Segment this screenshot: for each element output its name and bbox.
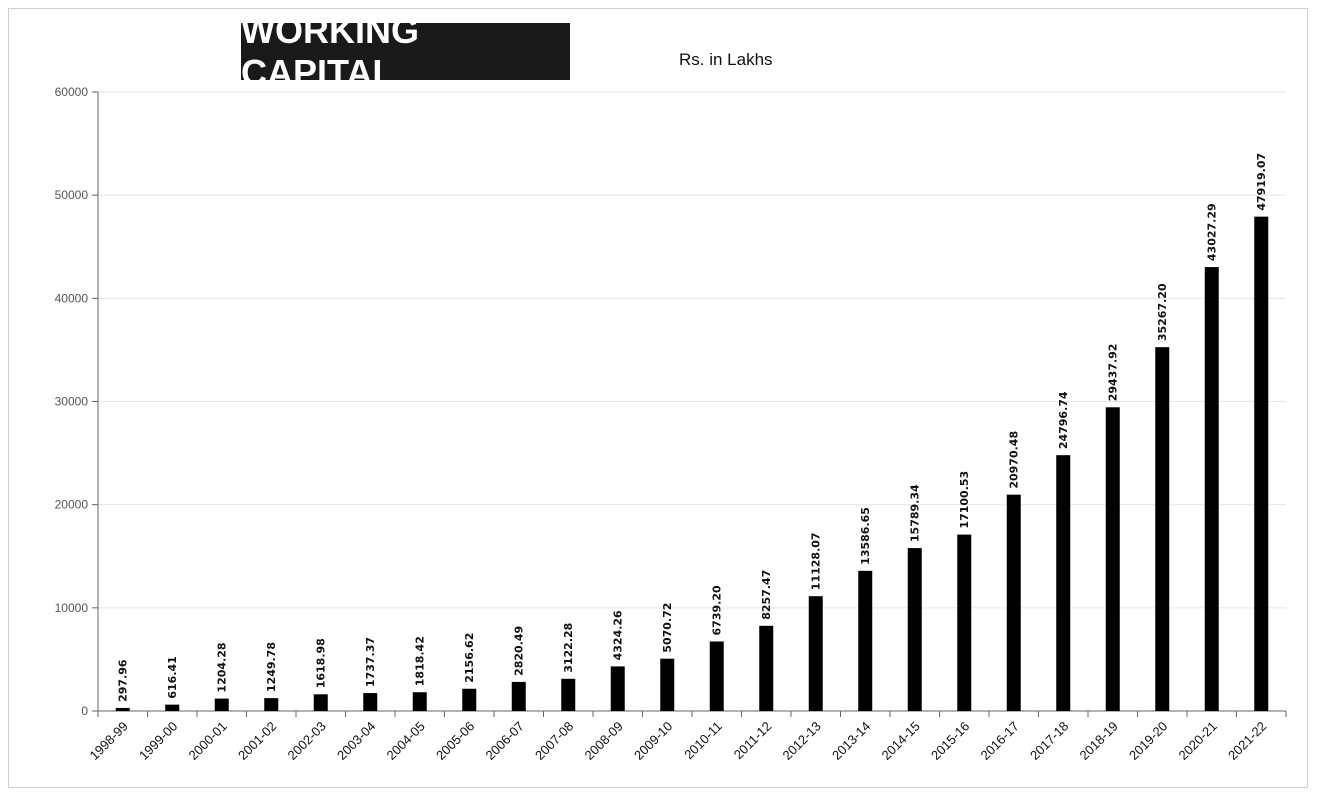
data-label: 47919.07: [1255, 153, 1268, 211]
data-label: 616.41: [166, 656, 179, 698]
bar: [907, 548, 922, 711]
bar: [511, 681, 526, 711]
x-tick-label: 2018-19: [1077, 719, 1121, 763]
x-tick-label: 2000-01: [186, 719, 230, 763]
bar: [1006, 494, 1021, 711]
x-tick-label: 2016-17: [978, 719, 1022, 763]
bar: [759, 625, 774, 711]
bar: [1155, 347, 1170, 711]
data-label: 2820.49: [513, 626, 526, 676]
bar: [1105, 407, 1120, 711]
bar: [363, 693, 378, 711]
data-label: 1204.28: [216, 642, 229, 692]
x-tick-label: 2006-07: [483, 719, 527, 763]
bar: [1254, 216, 1269, 711]
y-tick-label: 20000: [55, 498, 89, 512]
bar: [561, 678, 576, 711]
y-tick-label: 0: [81, 704, 88, 718]
chart-frame: [8, 8, 1308, 788]
data-label: 5070.72: [661, 603, 674, 653]
x-tick-label: 2017-18: [1027, 719, 1071, 763]
x-tick-label: 2015-16: [928, 719, 972, 763]
data-label: 3122.28: [562, 623, 575, 673]
data-label: 20970.48: [1008, 431, 1021, 489]
bar: [1056, 455, 1071, 711]
x-tick-label: 2010-11: [681, 719, 725, 763]
y-tick-label: 50000: [55, 188, 89, 202]
bar: [610, 666, 625, 711]
data-label: 1249.78: [265, 642, 278, 692]
x-tick-label: 2004-05: [384, 719, 428, 763]
bar: [214, 698, 229, 711]
data-label: 1818.42: [414, 636, 427, 686]
bar: [462, 688, 477, 711]
x-tick-label: 2020-21: [1176, 719, 1220, 763]
y-tick-label: 60000: [55, 85, 89, 99]
x-tick-label: 2009-10: [631, 719, 675, 763]
data-label: 15789.34: [909, 484, 922, 542]
x-tick-label: 2013-14: [829, 719, 873, 763]
data-label: 4324.26: [612, 610, 625, 660]
x-tick-label: 2021-22: [1225, 719, 1269, 763]
bar: [709, 641, 724, 711]
data-label: 43027.29: [1206, 203, 1219, 261]
data-label: 6739.20: [711, 585, 724, 635]
data-label: 11128.07: [810, 532, 823, 590]
bar: [1204, 267, 1219, 711]
x-tick-label: 2007-08: [532, 719, 576, 763]
data-label: 17100.53: [958, 471, 971, 529]
x-tick-label: 2008-09: [582, 719, 626, 763]
data-label: 24796.74: [1057, 391, 1070, 449]
data-label: 1737.37: [364, 637, 377, 687]
bar: [313, 694, 328, 711]
data-label: 8257.47: [760, 570, 773, 620]
bar: [412, 692, 427, 711]
x-tick-label: 2019-20: [1126, 719, 1170, 763]
bar: [660, 658, 675, 711]
x-tick-label: 2012-13: [780, 719, 824, 763]
data-label: 1618.98: [315, 638, 328, 688]
y-tick-label: 10000: [55, 601, 89, 615]
x-tick-label: 2011-12: [731, 719, 775, 763]
bar: [264, 698, 279, 711]
data-label: 297.96: [117, 659, 130, 702]
y-tick-label: 30000: [55, 395, 89, 409]
x-tick-label: 1998-99: [87, 719, 131, 763]
y-tick-label: 40000: [55, 291, 89, 305]
bar: [957, 534, 972, 711]
bar: [808, 596, 823, 711]
bar: [858, 570, 873, 711]
data-label: 35267.20: [1156, 283, 1169, 341]
x-tick-label: 2014-15: [879, 719, 923, 763]
x-tick-label: 2003-04: [334, 719, 378, 763]
data-label: 29437.92: [1107, 344, 1120, 402]
x-tick-label: 2002-03: [285, 719, 329, 763]
x-tick-label: 2005-06: [433, 719, 477, 763]
data-label: 13586.65: [859, 507, 872, 565]
x-tick-label: 1999-00: [136, 719, 180, 763]
bar: [115, 707, 130, 711]
bar: [165, 704, 180, 711]
data-label: 2156.62: [463, 633, 476, 683]
units-label: Rs. in Lakhs: [679, 50, 773, 69]
x-tick-label: 2001-02: [235, 719, 279, 763]
